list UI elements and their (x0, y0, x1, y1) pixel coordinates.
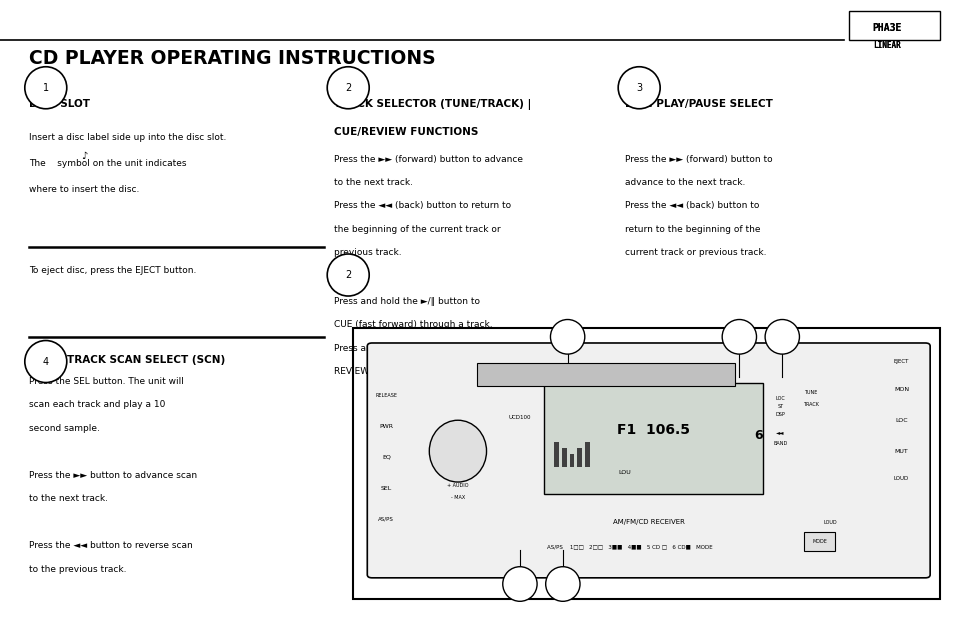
Text: ♪: ♪ (81, 151, 88, 161)
Text: where to insert the disc.: where to insert the disc. (29, 185, 139, 194)
Text: To eject disc, press the EJECT button.: To eject disc, press the EJECT button. (29, 266, 195, 275)
Ellipse shape (545, 567, 579, 601)
Text: MUT: MUT (894, 449, 907, 454)
Text: SEL: SEL (380, 486, 392, 491)
Text: REVIEW (fast reverse) through a track.: REVIEW (fast reverse) through a track. (334, 367, 508, 376)
Text: LOC: LOC (894, 418, 907, 423)
Text: Press and hold the ►/‖ button to: Press and hold the ►/‖ button to (334, 297, 479, 306)
Text: advance to the next track.: advance to the next track. (624, 178, 744, 187)
Ellipse shape (721, 320, 756, 354)
Text: return to the beginning of the: return to the beginning of the (624, 225, 760, 234)
Ellipse shape (618, 67, 659, 109)
Text: 2: 2 (345, 83, 351, 93)
FancyBboxPatch shape (543, 383, 762, 494)
Text: PWR: PWR (379, 424, 393, 429)
Text: Press the ►► (forward) button to: Press the ►► (forward) button to (624, 154, 772, 164)
FancyBboxPatch shape (353, 328, 939, 599)
Text: MON: MON (893, 387, 908, 392)
Text: Press the SEL button. The unit will: Press the SEL button. The unit will (29, 377, 183, 386)
Text: AS/PS    1□□   2□□   3■■   4■■   5 CD □   6 CD■   MODE: AS/PS 1□□ 2□□ 3■■ 4■■ 5 CD □ 6 CD■ MODE (546, 544, 712, 549)
Ellipse shape (502, 567, 537, 601)
Text: previous track.: previous track. (334, 248, 401, 258)
FancyBboxPatch shape (367, 343, 929, 578)
Text: PHA3E: PHA3E (872, 23, 901, 33)
Text: second sample.: second sample. (29, 424, 99, 433)
Text: LOC: LOC (775, 396, 784, 401)
Text: current track or previous track.: current track or previous track. (624, 248, 765, 258)
Text: 1: 1 (43, 83, 49, 93)
Text: AS/PS: AS/PS (378, 517, 394, 522)
Text: Press the ◄◄ button to reverse scan: Press the ◄◄ button to reverse scan (29, 541, 193, 551)
FancyBboxPatch shape (803, 532, 834, 551)
Text: DSP: DSP (775, 412, 784, 417)
Text: Press the ►► (forward) button to advance: Press the ►► (forward) button to advance (334, 154, 522, 164)
Text: CUE/REVIEW FUNCTIONS: CUE/REVIEW FUNCTIONS (334, 127, 477, 137)
Text: ◄◄: ◄◄ (776, 430, 783, 435)
FancyBboxPatch shape (569, 454, 574, 467)
Text: BAND: BAND (773, 441, 786, 446)
Ellipse shape (327, 254, 369, 296)
Text: - MAX: - MAX (451, 495, 464, 500)
Text: TRACK SCAN SELECT (SCN): TRACK SCAN SELECT (SCN) (67, 355, 225, 365)
FancyBboxPatch shape (848, 11, 939, 40)
Text: DISC SLOT: DISC SLOT (29, 99, 90, 109)
Text: EJECT: EJECT (893, 359, 908, 364)
Text: ST: ST (777, 404, 782, 409)
Text: TUNE: TUNE (803, 390, 817, 395)
Text: 2: 2 (345, 270, 351, 280)
Text: LINEAR: LINEAR (872, 41, 901, 49)
Text: DISC PLAY/PAUSE SELECT: DISC PLAY/PAUSE SELECT (624, 99, 772, 109)
Text: TRACK: TRACK (802, 402, 818, 407)
Text: 4: 4 (43, 357, 49, 366)
Text: to the next track.: to the next track. (334, 178, 413, 187)
Text: RELEASE: RELEASE (375, 393, 397, 398)
Text: 6: 6 (753, 429, 762, 442)
Text: scan each track and play a 10: scan each track and play a 10 (29, 400, 165, 410)
Text: AM/FM/CD RECEIVER: AM/FM/CD RECEIVER (612, 519, 684, 525)
Text: Insert a disc label side up into the disc slot.: Insert a disc label side up into the dis… (29, 133, 226, 142)
Text: the beginning of the current track or: the beginning of the current track or (334, 225, 500, 234)
Text: 3: 3 (636, 83, 641, 93)
Text: LOUD: LOUD (822, 520, 836, 525)
Text: to the previous track.: to the previous track. (29, 565, 126, 574)
Text: Press and hold the ►/‖ button to: Press and hold the ►/‖ button to (334, 344, 479, 353)
Text: CD PLAYER OPERATING INSTRUCTIONS: CD PLAYER OPERATING INSTRUCTIONS (29, 49, 435, 68)
Text: LOU: LOU (618, 470, 631, 475)
FancyBboxPatch shape (577, 448, 581, 467)
FancyBboxPatch shape (561, 448, 566, 467)
Text: EQ: EQ (381, 455, 391, 460)
Text: UCD100: UCD100 (508, 415, 531, 420)
Ellipse shape (25, 67, 67, 109)
FancyBboxPatch shape (476, 363, 734, 386)
Ellipse shape (429, 420, 486, 482)
Text: CUE (fast forward) through a track.: CUE (fast forward) through a track. (334, 320, 492, 329)
Text: Press the ►► button to advance scan: Press the ►► button to advance scan (29, 471, 196, 480)
Text: LINEAR: LINEAR (872, 41, 901, 49)
Text: F1  106.5: F1 106.5 (617, 423, 689, 436)
Text: TRACK SELECTOR (TUNE/TRACK) |: TRACK SELECTOR (TUNE/TRACK) | (334, 99, 531, 110)
Ellipse shape (25, 341, 67, 383)
Text: to the next track.: to the next track. (29, 494, 108, 504)
Ellipse shape (550, 320, 584, 354)
Ellipse shape (327, 67, 369, 109)
Text: The    symbol on the unit indicates: The symbol on the unit indicates (29, 159, 186, 168)
Text: MODE: MODE (811, 539, 826, 544)
Text: LOUD: LOUD (893, 476, 908, 481)
Ellipse shape (764, 320, 799, 354)
FancyBboxPatch shape (554, 442, 558, 467)
Text: Press the ◄◄ (back) button to: Press the ◄◄ (back) button to (624, 201, 759, 211)
Text: Press the ◄◄ (back) button to return to: Press the ◄◄ (back) button to return to (334, 201, 511, 211)
FancyBboxPatch shape (584, 442, 589, 467)
Text: PHA3E: PHA3E (872, 23, 901, 33)
Text: + AUDIO: + AUDIO (447, 483, 468, 488)
